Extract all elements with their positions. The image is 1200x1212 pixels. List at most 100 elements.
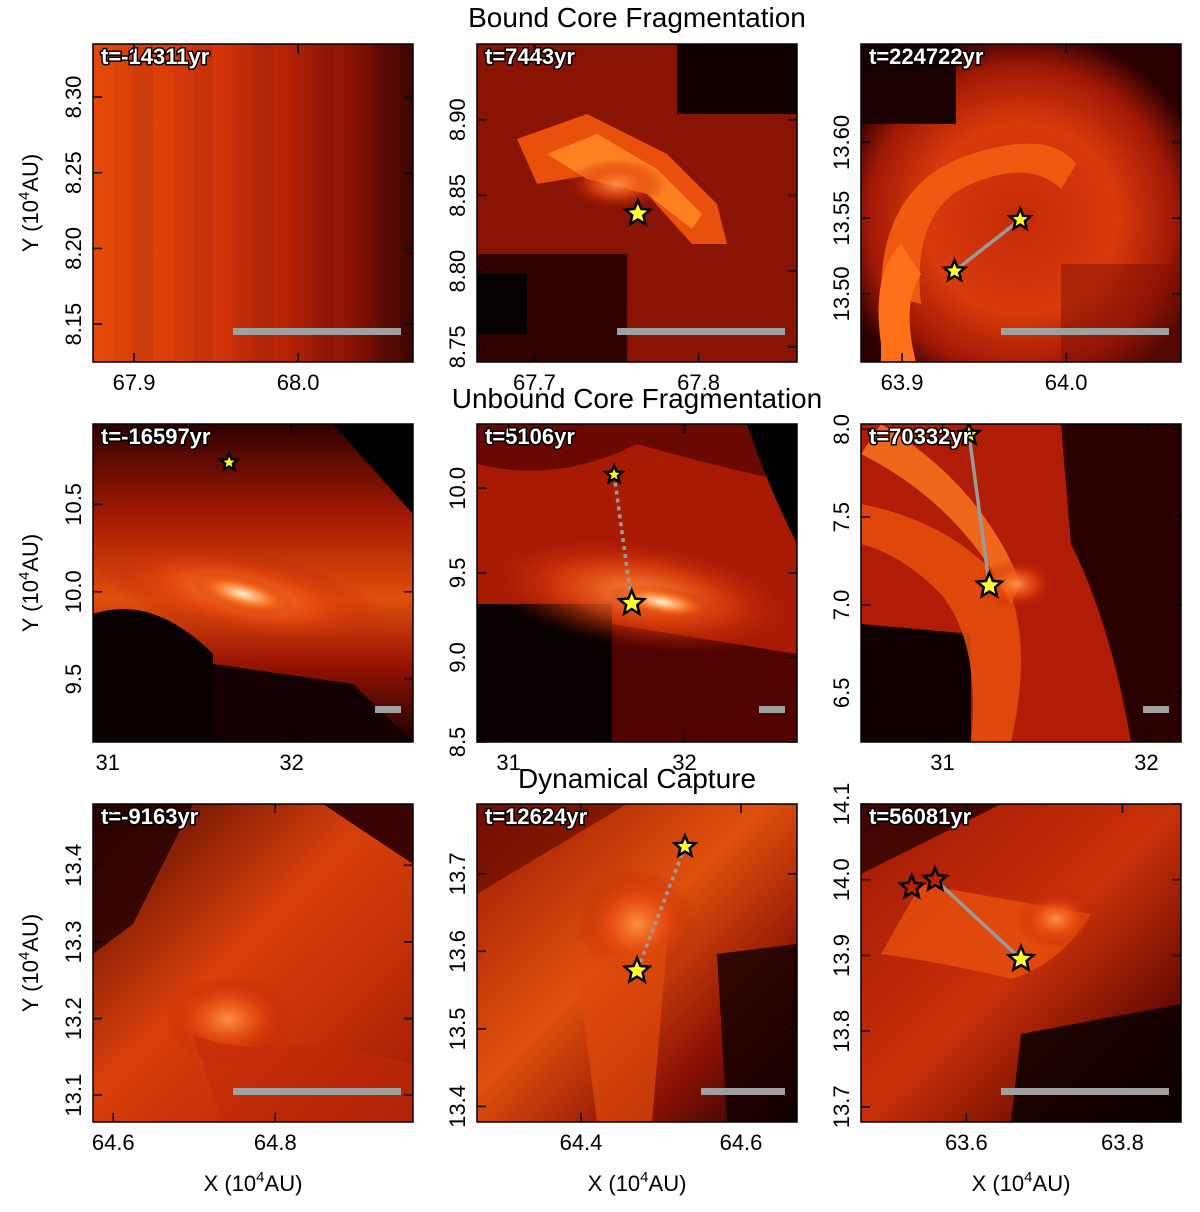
scale-bar xyxy=(1001,1088,1169,1095)
star-link xyxy=(635,846,687,972)
y-tick-label: 14.1 xyxy=(829,783,854,826)
y-tick-label: 10.5 xyxy=(61,483,86,526)
x-tick-label: 32 xyxy=(672,750,696,775)
row-title: Bound Core Fragmentation xyxy=(468,2,806,33)
y-tick-label: 9.5 xyxy=(445,558,470,589)
star-link xyxy=(612,474,634,604)
time-label: t=224722yr xyxy=(869,44,984,69)
star-link xyxy=(933,878,1023,961)
time-label: t=7443yr xyxy=(485,44,575,69)
scale-bar xyxy=(233,328,401,335)
density-map xyxy=(477,44,797,362)
x-tick-label: 31 xyxy=(930,750,954,775)
row-titles: Bound Core Fragmentation Unbound Core Fra… xyxy=(452,2,822,794)
scale-bar xyxy=(375,706,401,713)
y-tick-label: 8.15 xyxy=(61,303,86,346)
panel-frame xyxy=(92,43,414,363)
time-label: t=70332yr xyxy=(869,424,972,449)
y-tick-label: 13.50 xyxy=(829,266,854,321)
sink-star-marker xyxy=(671,832,699,859)
sink-star-marker xyxy=(217,450,241,473)
y-tick-label: 14.0 xyxy=(829,858,854,901)
y-tick-label: 13.5 xyxy=(445,1008,470,1051)
density-map xyxy=(861,424,1181,742)
scale-bar xyxy=(1001,328,1169,335)
time-label: t=56081yr xyxy=(869,804,972,829)
y-tick-label: 8.5 xyxy=(445,727,470,758)
x-tick-label: 64.8 xyxy=(254,1130,297,1155)
panel: t=-9163yr 64.6 64.8 13.1 13.2 13.3 13.4 xyxy=(61,803,414,1155)
x-tick-label: 63.9 xyxy=(881,370,924,395)
panel-frame xyxy=(92,803,414,1123)
panel-frame xyxy=(92,423,414,743)
y-tick-label: 8.30 xyxy=(61,76,86,119)
y-tick-label: 13.7 xyxy=(829,1085,854,1128)
star-link xyxy=(953,218,1022,273)
x-tick-label: 32 xyxy=(279,750,303,775)
sink-star-marker xyxy=(622,197,654,227)
row-title: Unbound Core Fragmentation xyxy=(452,383,822,414)
scale-bar xyxy=(617,328,785,335)
panels: t=-14311yr 67.9 68.0 8.15 8.20 8.25 8.30 t=7443… xyxy=(61,43,1182,1155)
y-tick-label: 8.75 xyxy=(445,325,470,368)
y-tick-label: 13.9 xyxy=(829,934,854,977)
y-axis-label: Y (104AU) xyxy=(16,534,43,632)
x-tick-label: 68.0 xyxy=(277,370,320,395)
panel-frame xyxy=(476,43,798,363)
x-tick-label: 31 xyxy=(95,750,119,775)
y-tick-label: 9.0 xyxy=(445,642,470,673)
sink-star-marker xyxy=(621,954,653,984)
x-tick-label: 63.8 xyxy=(1101,1130,1144,1155)
y-tick-label: 8.20 xyxy=(61,227,86,270)
y-tick-label: 13.55 xyxy=(829,191,854,246)
y-tick-label: 13.1 xyxy=(61,1074,86,1117)
y-tick-label: 13.4 xyxy=(61,844,86,887)
x-tick-label: 67.8 xyxy=(677,370,720,395)
panel: t=-16597yr 31 32 9.5 10.0 10.5 xyxy=(61,423,414,775)
time-label: t=-9163yr xyxy=(101,804,199,829)
y-tick-label: 13.7 xyxy=(445,852,470,895)
sink-star-marker xyxy=(1005,942,1037,973)
star-link xyxy=(967,434,992,586)
x-tick-label: 64.4 xyxy=(560,1130,603,1155)
y-tick-label: 10.0 xyxy=(61,570,86,613)
panel: t=5106yr 31 32 8.5 9.0 9.5 10.0 xyxy=(445,423,798,775)
sink-star-marker xyxy=(920,864,950,893)
sink-star-marker xyxy=(897,872,927,900)
y-tick-label: 13.4 xyxy=(445,1085,470,1128)
panel: t=12624yr 64.4 64.6 13.4 13.5 13.6 13.7 xyxy=(445,803,798,1155)
x-tick-label: 64.0 xyxy=(1045,370,1088,395)
panel-frame xyxy=(476,803,798,1123)
row-title: Dynamical Capture xyxy=(518,763,756,794)
x-axis-label: X (104AU) xyxy=(588,1169,687,1196)
x-tick-label: 64.6 xyxy=(720,1130,763,1155)
time-label: t=12624yr xyxy=(485,804,588,829)
x-axis-label: X (104AU) xyxy=(972,1169,1071,1196)
time-label: t=5106yr xyxy=(485,424,575,449)
y-tick-label: 8.80 xyxy=(445,250,470,293)
y-tick-label: 6.5 xyxy=(829,678,854,709)
density-map xyxy=(93,424,413,742)
x-tick-label: 63.6 xyxy=(945,1130,988,1155)
x-tick-label: 67.7 xyxy=(513,370,556,395)
y-tick-label: 8.0 xyxy=(829,414,854,445)
y-tick-label: 10.0 xyxy=(445,467,470,510)
sink-star-marker xyxy=(616,587,648,617)
panel: t=7443yr 67.7 67.8 8.75 8.80 8.85 8.90 xyxy=(445,43,798,395)
x-axis-label: X (104AU) xyxy=(204,1169,303,1196)
y-tick-label: 13.60 xyxy=(829,115,854,170)
panel-frame xyxy=(860,423,1182,743)
panel: t=224722yr 63.9 64.0 13.50 13.55 13.60 xyxy=(829,43,1182,395)
panel: t=-14311yr 67.9 68.0 8.15 8.20 8.25 8.30 xyxy=(61,43,414,395)
x-tick-label: 64.6 xyxy=(92,1130,135,1155)
y-tick-label: 13.3 xyxy=(61,921,86,964)
x-tick-label: 67.9 xyxy=(113,370,156,395)
panel-frame xyxy=(860,43,1182,363)
x-tick-label: 32 xyxy=(1134,750,1158,775)
density-map xyxy=(477,424,797,742)
sink-star-marker xyxy=(941,256,969,283)
panel-frame xyxy=(476,423,798,743)
y-tick-label: 7.5 xyxy=(829,502,854,533)
scale-bar xyxy=(1143,706,1169,713)
